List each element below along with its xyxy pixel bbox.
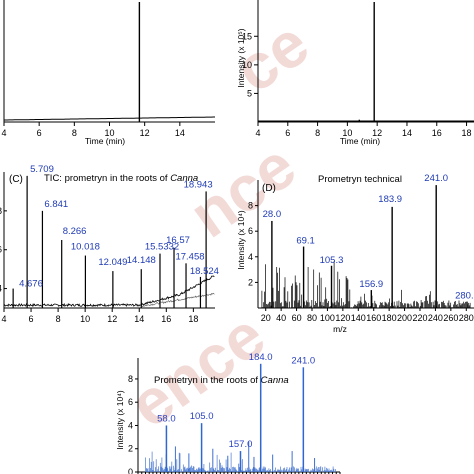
peak-label: 8.266 [63,226,87,237]
y-tick-label: 0 [128,467,133,474]
y-tick-label: 4 [0,284,2,294]
x-tick-label: 140 [351,313,366,323]
x-tick-label: 8 [315,128,320,138]
peak-label: 241.0 [291,355,315,366]
y-tick-label: 10 [242,60,252,70]
x-tick-label: 10 [342,128,352,138]
panel-top-right: 4 6 8 10 12 14 16 18 5 10 15 Time (min) Intensity … [236,0,474,146]
peak-label: 58.0 [157,414,176,425]
y-tick-label: 2 [248,277,253,287]
tic-trace [3,275,215,308]
x-tick-label: 80 [307,313,317,323]
x-tick-label: 12 [372,128,382,138]
peak-label: 156.9 [359,279,383,290]
y-tick-label: 6 [0,245,2,255]
panel-label: (C) [9,174,23,185]
x-tick-label: 40 [276,313,286,323]
x-tick-label: 6 [285,128,290,138]
x-tick-label: 160 [366,313,381,323]
x-tick-label: 6 [29,314,34,324]
x-tick-label: 6 [37,128,42,138]
x-tick-label: 16 [161,314,171,324]
y-tick-label: 4 [248,252,253,262]
peak-label: 14.148 [127,255,156,266]
y-tick-label: 6 [248,226,253,236]
x-tick-label: 14 [134,314,144,324]
peak-label: 5.709 [30,164,54,175]
chart-title: Prometryn technical [318,174,402,185]
x-tick-label: 280 [459,313,474,323]
chart-title: Prometryn in the roots of Canna [154,375,289,386]
y-tick-label: 5 [247,88,252,98]
x-tick-label: 20 [261,313,271,323]
x-tick-label: 240 [428,313,443,323]
x-tick-label: 220 [412,313,427,323]
peak-label: 69.1 [296,236,315,247]
chart-title: TIC: prometryn in the roots of Canna [44,173,198,184]
peak-label: 280.9 [455,291,474,302]
peak-label: 16.57 [166,235,190,246]
x-tick-label: 10 [104,128,114,138]
peak-label: 15.5332 [145,242,179,253]
peak-label: 6.841 [44,199,68,210]
peak-label: 157.0 [229,439,253,450]
y-tick-label: 8 [248,201,253,211]
x-tick-label: 14 [175,128,185,138]
tic-trace-secondary [141,292,215,308]
peak-label: 18.524 [190,266,219,277]
x-tick-label: 8 [56,314,61,324]
x-tick-label: 260 [443,313,458,323]
x-axis-label: m/z [333,324,347,334]
x-tick-label: 4 [1,314,6,324]
panel-top-left: 4 6 8 10 12 14 Time (min) [1,0,215,146]
x-tick-label: 12 [140,128,150,138]
x-tick-label: 10 [80,314,90,324]
y-axis-label: Intensity (x 10⁴) [236,210,246,270]
x-tick-label: 200 [397,313,412,323]
x-tick-label: 16 [432,128,442,138]
x-tick-label: 18 [462,128,472,138]
x-axis-label: Time (min) [340,136,380,146]
y-axis-label: Intensity (x 10⁴) [115,390,125,450]
panel-c: (C) TIC: prometryn in the roots of Canna… [0,164,219,324]
peak-label: 10.018 [71,242,100,253]
x-tick-label: 8 [72,128,77,138]
x-tick-label: 100 [320,313,335,323]
panel-d: (D) Prometryn technical 20 40 60 80 100 120 14… [236,173,474,334]
x-tick-label: 120 [335,313,350,323]
y-tick-label: 6 [128,397,133,407]
x-tick-label: 12 [107,314,117,324]
y-tick-label: 2 [128,444,133,454]
y-tick-label: 8 [0,206,2,216]
x-tick-label: 4 [255,128,260,138]
panel-label: (D) [262,183,276,194]
peak-label: 105.0 [190,411,214,422]
peak-label: 17.458 [175,251,204,262]
peak-label: 183.9 [378,194,402,205]
y-tick-label: 8 [128,374,133,384]
panel-e: Prometryn in the roots of Canna 0 2 4 6 8 58… [115,352,341,474]
peak-label: 12.049 [98,257,127,268]
x-tick-label: 60 [292,313,302,323]
peak-label: 28.0 [263,209,282,220]
x-tick-label: 4 [1,128,6,138]
x-axis-label: Time (min) [85,136,125,146]
peak-label: 18.943 [184,179,213,190]
x-tick-label: 14 [402,128,412,138]
x-tick-label: 18 [188,314,198,324]
x-tick-label: 180 [382,313,397,323]
baseline-trace [4,116,215,121]
y-tick-label: 15 [242,31,252,41]
peak-label: 4.676 [19,279,43,290]
peak-label: 241.0 [424,173,448,184]
peak-label: 105.3 [320,255,344,266]
y-axis-label: Intensity (x 10⁵) [236,28,246,87]
peak-label: 184.0 [249,352,273,363]
y-tick-label: 4 [128,420,133,430]
